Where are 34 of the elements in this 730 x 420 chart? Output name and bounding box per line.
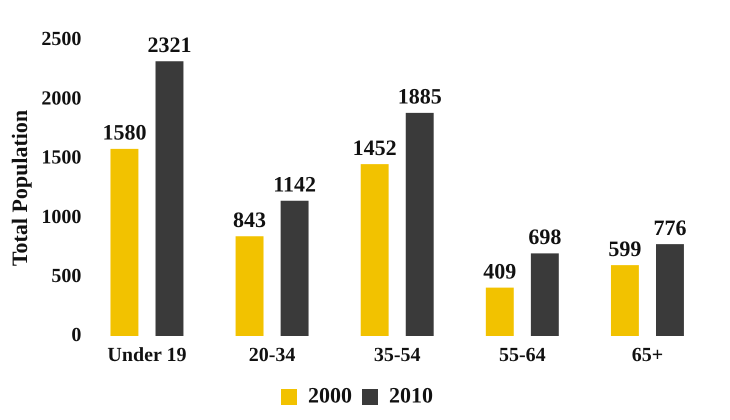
data-label: 599 bbox=[608, 236, 642, 261]
y-tick-label: 0 bbox=[71, 324, 82, 346]
data-label: 843 bbox=[233, 206, 266, 232]
legend-label: 2010 bbox=[389, 382, 433, 408]
bar bbox=[406, 112, 434, 336]
data-label: 409 bbox=[483, 258, 516, 284]
data-label: 2321 bbox=[147, 32, 192, 57]
data-label: 698 bbox=[528, 224, 562, 250]
bar bbox=[110, 148, 138, 336]
y-tick-label: 2000 bbox=[41, 87, 82, 110]
data-label: 1580 bbox=[102, 120, 146, 145]
data-label: 1142 bbox=[273, 171, 316, 196]
bar bbox=[156, 61, 184, 336]
y-axis-title: Total Population bbox=[6, 110, 32, 266]
bar bbox=[360, 164, 389, 336]
data-label: 776 bbox=[653, 214, 686, 240]
y-tick-label: 500 bbox=[51, 264, 82, 287]
data-label: 1885 bbox=[398, 84, 442, 109]
y-tick-label: 2500 bbox=[41, 28, 82, 50]
bar bbox=[236, 236, 264, 336]
x-tick-label: 65+ bbox=[632, 344, 664, 366]
bar bbox=[656, 244, 684, 336]
bar bbox=[610, 265, 639, 336]
x-tick-label: 20-34 bbox=[248, 344, 296, 366]
bar bbox=[530, 253, 559, 336]
x-tick-label: 35-54 bbox=[374, 344, 421, 366]
y-tick-label: 1500 bbox=[41, 146, 82, 169]
y-tick-label: 1000 bbox=[41, 206, 82, 228]
x-tick-label: Under 19 bbox=[107, 344, 187, 366]
x-tick-label: 55-64 bbox=[498, 344, 546, 366]
legend-label: 2000 bbox=[308, 382, 352, 408]
bar bbox=[486, 288, 514, 336]
data-label: 1452 bbox=[352, 134, 397, 160]
bar bbox=[280, 200, 309, 336]
